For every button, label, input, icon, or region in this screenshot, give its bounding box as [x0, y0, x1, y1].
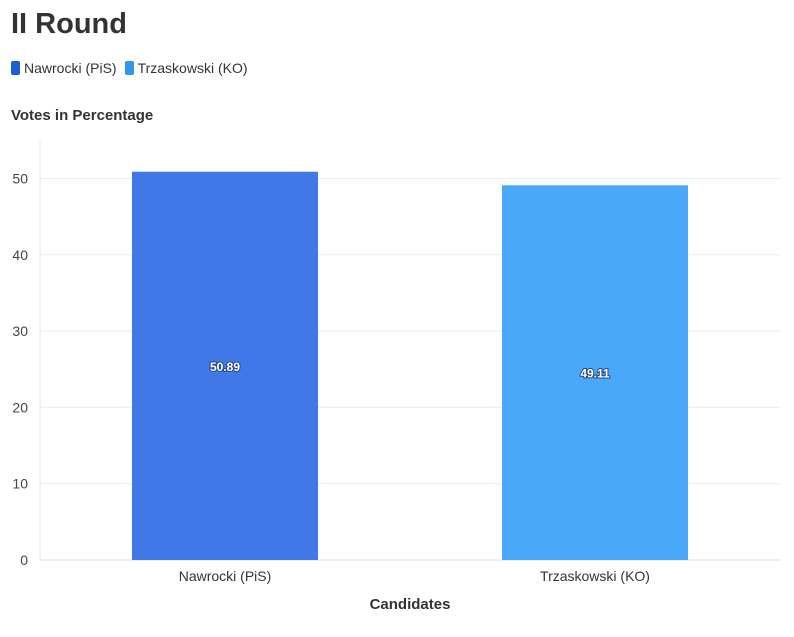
y-tick-label: 10	[12, 476, 28, 492]
y-tick-label: 20	[12, 399, 28, 415]
legend-swatch-trzaskowski	[124, 61, 134, 75]
legend-item-nawrocki[interactable]: Nawrocki (PiS)	[11, 60, 117, 76]
y-axis-title: Votes in Percentage	[11, 107, 154, 124]
y-tick-label: 40	[12, 247, 28, 263]
legend-label-trzaskowski: Trzaskowski (KO)	[137, 60, 248, 76]
x-axis-title: Candidates	[370, 596, 451, 613]
x-tick-label: Nawrocki (PiS)	[179, 568, 272, 584]
data-label: 49.11	[580, 367, 610, 381]
data-label: 50.89	[210, 360, 240, 374]
legend-item-trzaskowski[interactable]: Trzaskowski (KO)	[124, 60, 248, 76]
legend-swatch-nawrocki	[11, 61, 20, 75]
bar[interactable]	[132, 171, 318, 561]
bar[interactable]	[502, 185, 688, 560]
y-tick-label: 30	[12, 323, 28, 339]
x-tick-label: Trzaskowski (KO)	[540, 568, 650, 584]
chart-title: II Round	[11, 8, 127, 40]
legend-label-nawrocki: Nawrocki (PiS)	[24, 60, 117, 76]
y-tick-label: 50	[12, 171, 28, 187]
y-tick-label: 0	[20, 552, 28, 568]
legend: Nawrocki (PiS) Trzaskowski (KO)	[11, 60, 248, 76]
